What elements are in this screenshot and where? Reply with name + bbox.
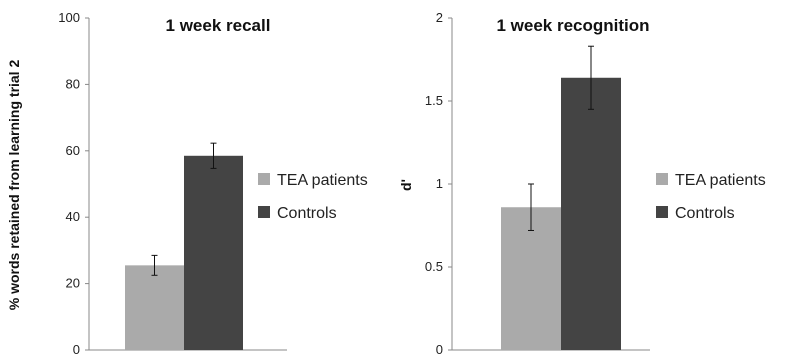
- bars: [501, 46, 621, 350]
- y-axis-label: % words retained from learning trial 2: [6, 60, 22, 311]
- y-tick-label: 1: [436, 176, 443, 191]
- legend-label: Controls: [277, 205, 337, 222]
- bar: [125, 265, 184, 350]
- legend: TEA patients Controls: [656, 172, 766, 222]
- panel-recognition: 1 week recognition d' 0 0.5 1 1.5 2 TEA pati…: [398, 10, 766, 355]
- y-tick-label: 0.5: [425, 259, 443, 274]
- legend-label: TEA patients: [277, 172, 368, 189]
- panel-recall: 1 week recall % words retained from lear…: [6, 10, 368, 355]
- legend-swatch: [656, 206, 668, 218]
- y-tick-label: 20: [66, 276, 80, 291]
- bar: [561, 78, 621, 350]
- chart-title: 1 week recall: [166, 16, 271, 35]
- bar: [184, 156, 243, 350]
- y-tick-label: 60: [66, 143, 80, 158]
- y-tick-label: 100: [58, 10, 80, 25]
- legend-swatch: [258, 206, 270, 218]
- chart-title: 1 week recognition: [496, 16, 649, 35]
- y-tick-label: 2: [436, 10, 443, 25]
- y-tick-label: 80: [66, 76, 80, 91]
- y-tick-label: 1.5: [425, 93, 443, 108]
- y-axis-label: d': [398, 179, 414, 191]
- legend-label: Controls: [675, 205, 735, 222]
- bars: [125, 143, 243, 350]
- legend-label: TEA patients: [675, 172, 766, 189]
- legend-swatch: [656, 173, 668, 185]
- y-tick-label: 40: [66, 209, 80, 224]
- y-tick-label: 0: [73, 342, 80, 355]
- legend-swatch: [258, 173, 270, 185]
- y-tick-label: 0: [436, 342, 443, 355]
- legend: TEA patients Controls: [258, 172, 368, 222]
